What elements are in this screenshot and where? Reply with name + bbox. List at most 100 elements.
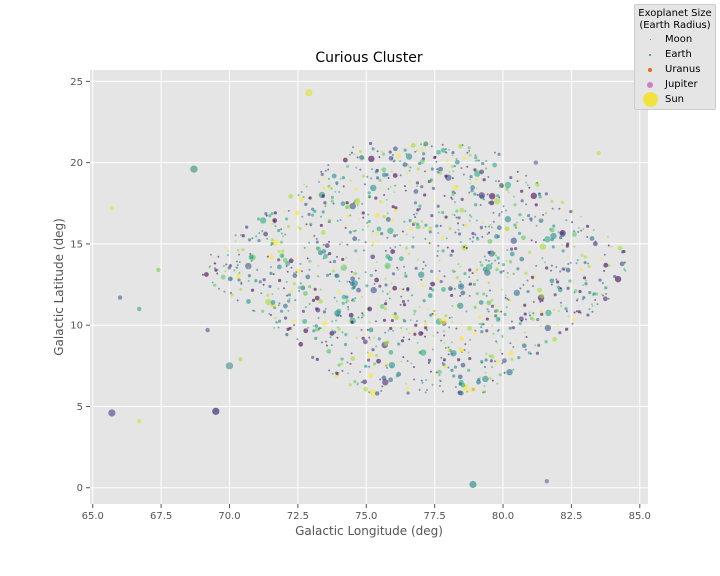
data-point	[117, 295, 123, 300]
data-point	[351, 286, 355, 290]
data-point	[564, 267, 567, 270]
data-point	[486, 281, 489, 284]
data-point	[368, 365, 371, 368]
data-point	[399, 303, 402, 306]
data-point	[536, 317, 540, 322]
data-point	[277, 326, 280, 329]
data-point	[214, 268, 218, 272]
data-point	[407, 164, 410, 167]
data-points	[108, 89, 627, 489]
data-point	[498, 186, 501, 189]
data-point	[414, 216, 417, 219]
data-point	[345, 299, 349, 303]
data-point	[445, 158, 450, 162]
data-point	[328, 240, 331, 243]
x-tick-label: 85.0	[629, 511, 651, 522]
data-point	[539, 300, 542, 303]
data-point	[400, 360, 403, 363]
data-point	[457, 222, 460, 225]
data-point	[420, 220, 423, 223]
data-point	[241, 234, 245, 238]
data-point	[461, 143, 464, 146]
data-point	[238, 250, 241, 253]
data-point	[469, 480, 477, 489]
data-point	[304, 225, 307, 228]
data-point	[492, 332, 495, 335]
data-point	[373, 336, 376, 339]
data-point	[413, 189, 419, 194]
data-point	[412, 213, 415, 216]
data-point	[494, 180, 497, 183]
data-point	[338, 243, 341, 246]
data-point	[381, 290, 384, 293]
data-point	[190, 165, 198, 173]
data-point	[402, 356, 405, 359]
data-point	[407, 253, 410, 256]
data-point	[294, 210, 300, 216]
data-point	[376, 226, 382, 232]
data-point	[368, 327, 374, 333]
data-point	[488, 376, 492, 381]
data-point	[584, 282, 588, 286]
data-point	[442, 330, 445, 333]
legend-marker	[635, 81, 665, 88]
data-point	[583, 260, 587, 265]
data-point	[371, 244, 374, 247]
data-point	[311, 355, 315, 359]
y-tick-label: 0	[77, 483, 83, 494]
data-point	[287, 209, 290, 212]
data-point	[361, 228, 364, 231]
data-point	[473, 192, 477, 196]
data-point	[280, 232, 283, 235]
data-point	[331, 269, 336, 273]
data-point	[549, 227, 555, 233]
data-point	[511, 326, 516, 330]
data-point	[245, 225, 249, 229]
data-point	[571, 282, 574, 285]
data-point	[356, 204, 359, 207]
data-point	[534, 344, 537, 347]
data-point	[506, 297, 509, 300]
data-point	[602, 294, 605, 297]
data-point	[485, 352, 488, 355]
data-point	[415, 149, 418, 152]
data-point	[329, 273, 332, 276]
data-point	[341, 301, 345, 305]
data-point	[381, 172, 387, 178]
data-point	[478, 315, 482, 319]
data-point	[571, 322, 574, 325]
data-point	[590, 303, 593, 306]
data-point	[436, 149, 441, 155]
data-point	[431, 186, 436, 190]
data-point	[247, 274, 251, 278]
data-point	[505, 209, 508, 212]
data-point	[430, 213, 434, 218]
data-point	[513, 223, 517, 227]
data-point	[594, 299, 597, 302]
data-point	[566, 256, 569, 259]
data-point	[314, 295, 320, 301]
data-point	[524, 348, 527, 351]
data-point	[483, 366, 486, 369]
data-point	[474, 269, 479, 274]
data-point	[388, 377, 393, 383]
data-point	[377, 297, 380, 300]
data-point	[280, 228, 283, 231]
data-point	[508, 260, 513, 264]
data-point	[391, 205, 395, 209]
data-point	[478, 300, 484, 305]
data-point	[341, 331, 344, 334]
data-point	[383, 194, 386, 197]
data-point	[308, 285, 312, 289]
data-point	[474, 154, 477, 157]
data-point	[270, 238, 274, 242]
data-point	[429, 313, 433, 317]
data-point	[322, 186, 326, 190]
data-point	[533, 160, 539, 165]
y-tick-label: 25	[70, 77, 83, 88]
data-point	[428, 286, 433, 291]
data-point	[506, 276, 509, 279]
data-point	[273, 326, 276, 329]
data-point	[223, 246, 226, 249]
data-point	[539, 293, 545, 299]
